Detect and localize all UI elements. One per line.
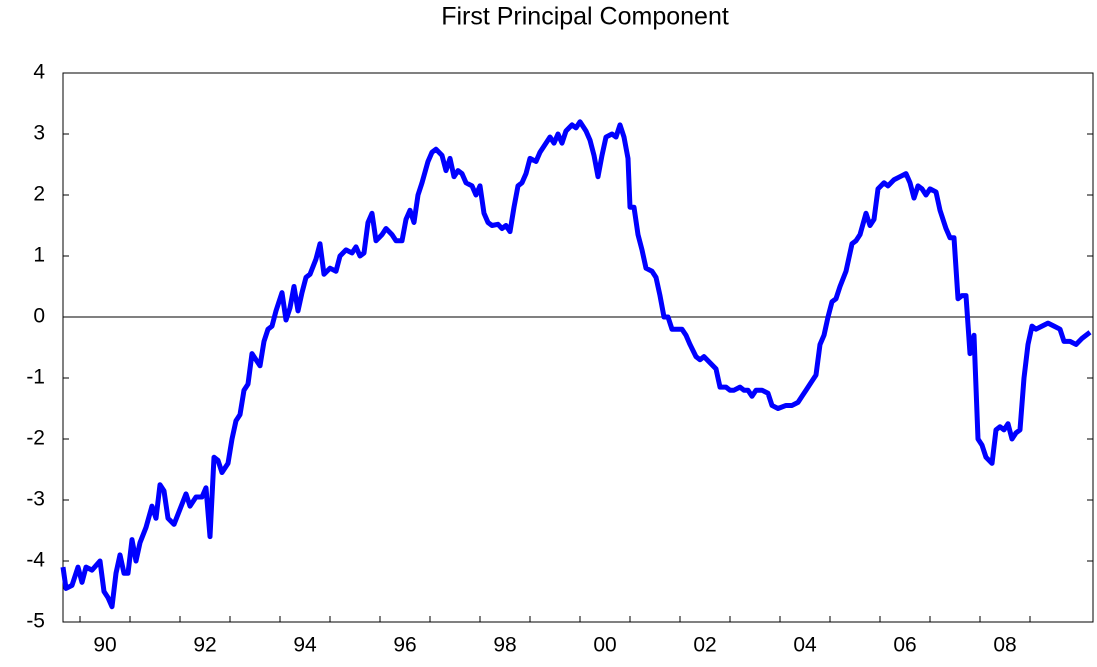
x-tick-label: 04 <box>793 634 817 657</box>
y-tick-label: -3 <box>26 488 45 511</box>
x-tick-label: 96 <box>393 634 416 657</box>
y-tick-label: -1 <box>26 366 45 389</box>
x-tick-label: 92 <box>193 634 216 657</box>
x-tick-label: 08 <box>993 634 1016 657</box>
plot-frame <box>62 72 1094 623</box>
x-tick-label: 98 <box>493 634 516 657</box>
y-tick-label: -4 <box>26 549 45 572</box>
y-tick-label: 2 <box>33 183 45 206</box>
x-tick-label: 00 <box>593 634 616 657</box>
x-tick-label: 06 <box>893 634 916 657</box>
y-tick-label: -2 <box>26 427 45 450</box>
x-tick-label: 02 <box>693 634 716 657</box>
x-tick-label: 94 <box>293 634 317 657</box>
y-tick-label: 3 <box>33 122 45 145</box>
y-tick-label: -5 <box>26 610 45 633</box>
chart-title: First Principal Component <box>441 3 729 31</box>
data-line <box>60 119 1092 610</box>
y-tick-label: 4 <box>33 61 45 84</box>
x-tick-label: 90 <box>93 634 116 657</box>
y-tick-label: 0 <box>33 305 45 328</box>
y-tick-label: 1 <box>33 244 45 267</box>
